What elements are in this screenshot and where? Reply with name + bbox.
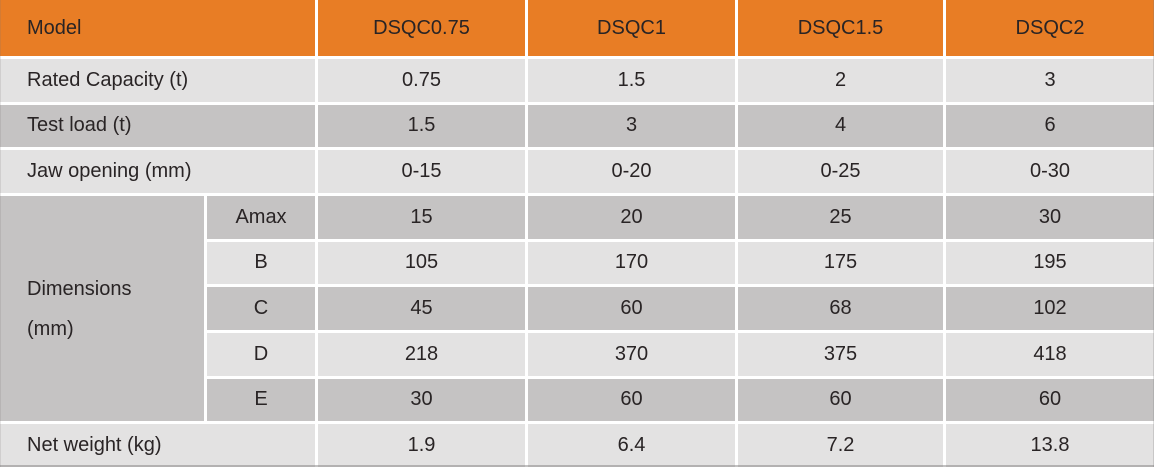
header-model-label: Model <box>0 0 315 56</box>
header-model-dsqc1: DSQC1 <box>528 0 735 56</box>
value-cell: 175 <box>738 241 943 285</box>
value-cell: 418 <box>946 333 1154 376</box>
row-label-jaw-opening: Jaw opening (mm) <box>0 150 315 193</box>
value-cell: 3 <box>946 59 1154 102</box>
value-cell: 30 <box>946 196 1154 239</box>
value-cell: 1.5 <box>318 104 525 148</box>
value-cell: 1.5 <box>528 59 735 102</box>
row-label-rated-capacity: Rated Capacity (t) <box>0 59 315 102</box>
dimension-sub-label-b: B <box>207 241 315 285</box>
value-cell: 60 <box>946 378 1154 422</box>
row-label-net-weight: Net weight (kg) <box>0 424 315 467</box>
value-cell: 30 <box>318 378 525 422</box>
value-cell: 25 <box>738 196 943 239</box>
value-cell: 7.2 <box>738 424 943 467</box>
value-cell: 6.4 <box>528 424 735 467</box>
value-cell: 20 <box>528 196 735 239</box>
value-cell: 0.75 <box>318 59 525 102</box>
value-cell: 15 <box>318 196 525 239</box>
value-cell: 218 <box>318 333 525 376</box>
value-cell: 68 <box>738 287 943 330</box>
dimensions-label-line2: (mm) <box>27 317 74 340</box>
value-cell: 2 <box>738 59 943 102</box>
dimension-sub-label-d: D <box>207 333 315 376</box>
value-cell: 60 <box>528 378 735 422</box>
value-cell: 105 <box>318 241 525 285</box>
value-cell: 195 <box>946 241 1154 285</box>
value-cell: 3 <box>528 104 735 148</box>
row-label-test-load: Test load (t) <box>0 104 315 148</box>
header-model-dsqc075: DSQC0.75 <box>318 0 525 56</box>
dimensions-label-line1: Dimensions <box>27 277 132 300</box>
value-cell: 6 <box>946 104 1154 148</box>
value-cell: 60 <box>738 378 943 422</box>
value-cell: 0-30 <box>946 150 1154 193</box>
value-cell: 0-25 <box>738 150 943 193</box>
value-cell: 60 <box>528 287 735 330</box>
dimension-sub-label-e: E <box>207 378 315 422</box>
value-cell: 45 <box>318 287 525 330</box>
value-cell: 4 <box>738 104 943 148</box>
value-cell: 1.9 <box>318 424 525 467</box>
value-cell: 102 <box>946 287 1154 330</box>
value-cell: 13.8 <box>946 424 1154 467</box>
header-model-dsqc2: DSQC2 <box>946 0 1154 56</box>
value-cell: 375 <box>738 333 943 376</box>
dimensions-group-label: Dimensions (mm) <box>0 196 204 422</box>
value-cell: 370 <box>528 333 735 376</box>
header-model-dsqc15: DSQC1.5 <box>738 0 943 56</box>
dimension-sub-label-amax: Amax <box>207 196 315 239</box>
value-cell: 170 <box>528 241 735 285</box>
dimension-sub-label-c: C <box>207 287 315 330</box>
value-cell: 0-15 <box>318 150 525 193</box>
value-cell: 0-20 <box>528 150 735 193</box>
